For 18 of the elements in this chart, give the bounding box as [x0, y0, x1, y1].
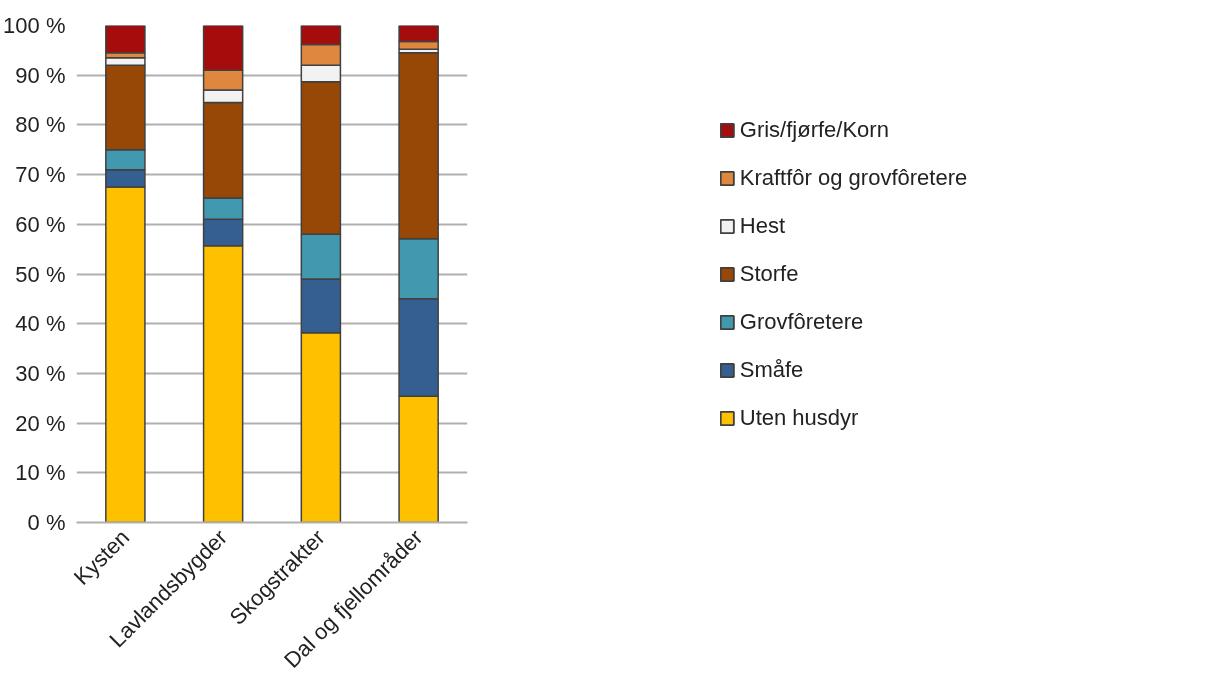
y-tick-label: 100 % — [3, 13, 66, 38]
legend-label: Storfe — [739, 260, 799, 287]
y-tick-label: 0 % — [27, 510, 66, 535]
legend-label: Grovfôretere — [739, 308, 864, 335]
y-tick-label: 70 % — [15, 162, 66, 188]
legend-label: Kraftfôr og grovfôretere — [739, 164, 968, 191]
y-tick-label: 40 % — [15, 311, 66, 337]
y-tick-label: 60 % — [15, 211, 66, 237]
y-tick-label: 20 % — [15, 410, 66, 436]
legend-label: Småfe — [739, 356, 804, 383]
y-tick-label: 30 % — [15, 360, 66, 386]
y-tick-label: 90 % — [15, 62, 66, 88]
legend-label: Gris/fjørfe/Korn — [739, 116, 889, 143]
legend-label: Hest — [739, 212, 786, 239]
y-tick-label: 50 % — [15, 261, 66, 287]
y-tick-label: 10 % — [15, 460, 66, 486]
y-tick-label: 80 % — [15, 112, 66, 138]
legend-label: Uten husdyr — [739, 404, 859, 431]
